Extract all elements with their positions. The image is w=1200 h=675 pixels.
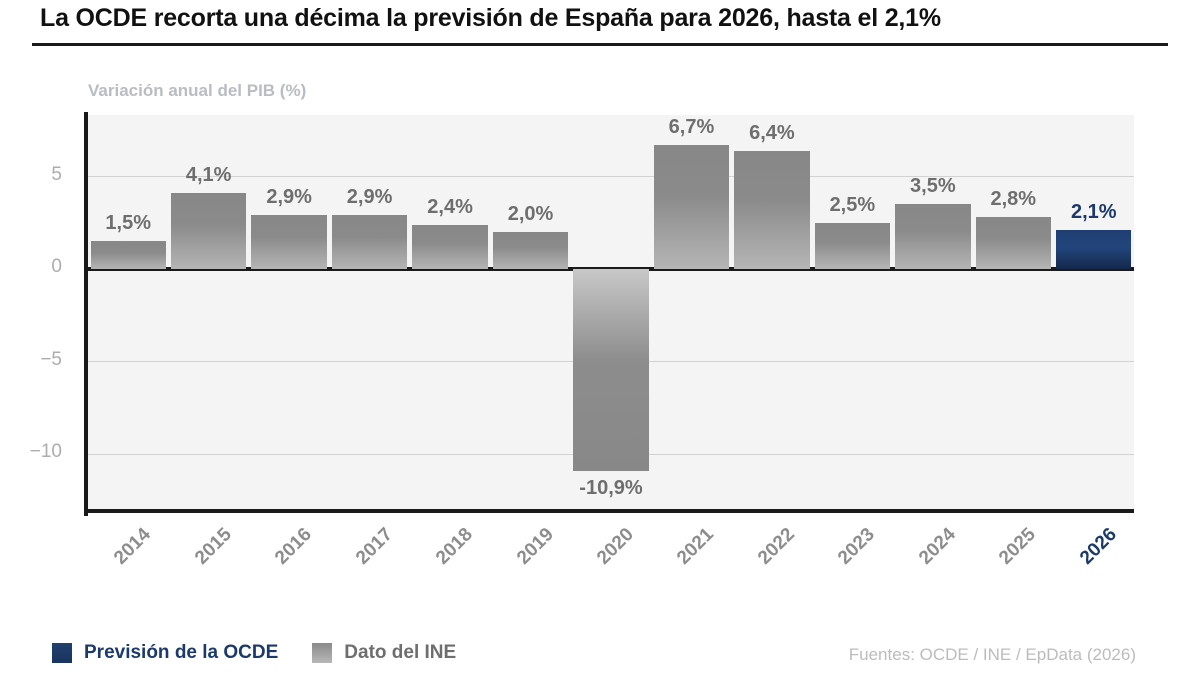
legend-swatch-forecast-icon bbox=[52, 643, 72, 663]
title-block: La OCDE recorta una décima la previsión … bbox=[0, 0, 1200, 50]
page-title: La OCDE recorta una décima la previsión … bbox=[40, 4, 941, 32]
bar-2022[interactable] bbox=[734, 150, 810, 269]
bar-2017[interactable] bbox=[331, 215, 408, 269]
bar-value-label-2014: 1,5% bbox=[105, 212, 152, 235]
legend-item-forecast[interactable]: Previsión de la OCDE bbox=[52, 642, 278, 664]
gridline-5 bbox=[88, 176, 1134, 177]
bar-value-label-2022: 6,4% bbox=[749, 121, 795, 144]
bar-value-label-2018: 2,4% bbox=[427, 195, 473, 218]
title-divider bbox=[32, 43, 1168, 46]
bar-2019[interactable] bbox=[492, 232, 569, 269]
bar-2015[interactable] bbox=[170, 193, 247, 269]
y-tick-label: 0 bbox=[51, 256, 62, 277]
legend-label-forecast: Previsión de la OCDE bbox=[84, 642, 279, 663]
bar-value-label-2020: -10,9% bbox=[579, 476, 643, 499]
x-axis-line bbox=[84, 509, 1134, 513]
legend-label-actual: Dato del INE bbox=[344, 642, 457, 663]
bar-value-label-2026: 2,1% bbox=[1070, 201, 1117, 224]
source-note: Fuentes: OCDE / INE / EpData (2026) bbox=[848, 645, 1136, 664]
y-axis-line bbox=[84, 112, 88, 516]
y-tick-label: −10 bbox=[29, 441, 62, 462]
legend-swatch-actual-icon bbox=[312, 643, 333, 663]
bar-value-label-2023: 2,5% bbox=[829, 193, 876, 216]
bar-2025[interactable] bbox=[975, 217, 1052, 269]
bar-2023[interactable] bbox=[814, 222, 891, 269]
bar-value-label-2024: 3,5% bbox=[910, 175, 956, 198]
bar-2026[interactable] bbox=[1056, 230, 1132, 269]
bar-value-label-2015: 4,1% bbox=[185, 164, 232, 187]
bar-value-label-2025: 2,8% bbox=[990, 188, 1037, 211]
bar-value-label-2017: 2,9% bbox=[346, 186, 393, 209]
legend: Previsión de la OCDE Dato del INE bbox=[52, 642, 456, 664]
bar-2020[interactable] bbox=[573, 269, 649, 471]
bar-2016[interactable] bbox=[251, 215, 327, 269]
y-tick-label: −5 bbox=[40, 348, 62, 370]
chart-subtitle: Variación anual del PIB (%) bbox=[88, 81, 307, 100]
bar-2018[interactable] bbox=[412, 224, 488, 269]
bar-value-label-2021: 6,7% bbox=[668, 116, 715, 139]
bar-value-label-2019: 2,0% bbox=[507, 203, 554, 225]
legend-item-actual[interactable]: Dato del INE bbox=[312, 642, 456, 664]
bar-2021[interactable] bbox=[653, 145, 730, 269]
bar-2014[interactable] bbox=[90, 241, 166, 269]
bar-2024[interactable] bbox=[895, 204, 971, 269]
y-tick-label: 5 bbox=[51, 163, 62, 185]
bar-value-label-2016: 2,9% bbox=[266, 186, 312, 209]
